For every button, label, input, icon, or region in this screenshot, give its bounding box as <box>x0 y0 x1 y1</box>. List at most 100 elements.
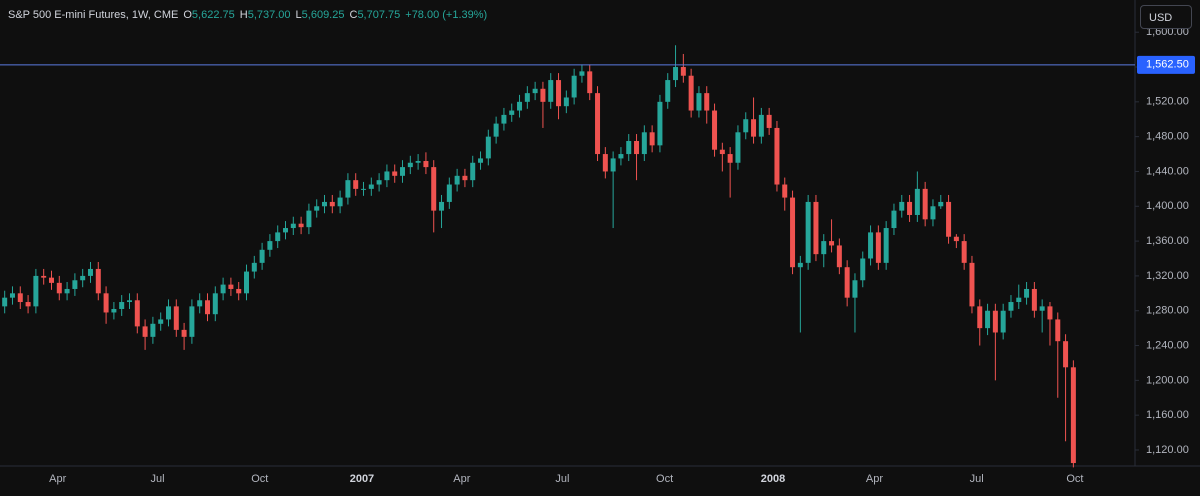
candle-body <box>540 88 546 102</box>
candle-body <box>72 280 78 289</box>
candle-body <box>80 275 86 281</box>
candle-body <box>493 123 499 137</box>
candle-body <box>743 119 749 133</box>
y-tick-label: 1,160.00 <box>1146 409 1189 421</box>
candle-body <box>618 154 624 159</box>
candle-body <box>361 188 367 190</box>
candle-body <box>883 228 889 263</box>
candle-body <box>688 75 694 111</box>
candle-body <box>446 184 452 202</box>
candle-body <box>111 308 117 313</box>
y-tick-label: 1,320.00 <box>1146 270 1189 282</box>
candle-body <box>33 275 39 307</box>
candle-body <box>251 262 257 272</box>
candle-body <box>64 288 70 294</box>
candle-body <box>181 329 187 337</box>
candle-body <box>563 97 569 107</box>
candle-body <box>470 162 476 181</box>
candle-body <box>712 110 718 150</box>
candle-body <box>946 201 952 237</box>
candle-body <box>673 67 679 81</box>
candle-body <box>41 275 47 278</box>
candle-body <box>1016 297 1022 303</box>
x-tick-label: Jul <box>151 473 165 485</box>
candle-body <box>1031 288 1037 311</box>
candle-body <box>228 284 234 289</box>
candle-body <box>9 293 15 298</box>
candle-body <box>571 75 577 98</box>
candle-body <box>992 310 998 333</box>
x-tick-label: Apr <box>453 473 470 485</box>
x-tick-label: Oct <box>251 473 268 485</box>
candle-body <box>1039 306 1045 311</box>
candle-body <box>189 306 195 337</box>
candle-body <box>2 297 8 307</box>
y-tick-label: 1,360.00 <box>1146 235 1189 247</box>
candle-body <box>961 241 967 263</box>
candle-body <box>548 80 554 102</box>
candle-body <box>634 141 640 155</box>
candle-body <box>587 71 593 94</box>
x-tick-label: Jul <box>555 473 569 485</box>
candle-body <box>524 93 530 102</box>
candle-body <box>735 132 741 163</box>
candle-body <box>462 175 468 181</box>
candle-body <box>275 232 281 242</box>
candle-body <box>766 114 772 128</box>
candle-body <box>220 284 226 294</box>
candle-body <box>322 201 328 207</box>
x-tick-label: Apr <box>49 473 66 485</box>
ohlc-label: L <box>295 9 302 21</box>
x-tick-label: 2008 <box>761 473 785 485</box>
candle-body <box>704 93 710 111</box>
candle-body <box>17 293 23 303</box>
candle-body <box>719 149 725 155</box>
y-tick-label: 1,280.00 <box>1146 305 1189 317</box>
y-tick-label: 1,240.00 <box>1146 339 1189 351</box>
candle-body <box>1000 310 1006 333</box>
candle-body <box>158 319 164 324</box>
candle-body <box>556 80 562 107</box>
x-tick-label: Oct <box>656 473 673 485</box>
candle-body <box>95 268 101 294</box>
ohlc-value: 5,622.75 <box>191 9 235 21</box>
candle-body <box>595 93 601 155</box>
x-tick-label: Oct <box>1066 473 1083 485</box>
ohlc-label: O <box>183 9 192 21</box>
candle-body <box>727 154 733 163</box>
currency-button[interactable]: USD <box>1140 5 1192 29</box>
price-label-box <box>1137 55 1195 74</box>
candle-body <box>985 310 991 329</box>
candle-body <box>813 201 819 255</box>
candle-body <box>844 267 850 298</box>
candle-body <box>48 277 54 283</box>
candle-body <box>1070 367 1076 464</box>
candle-body <box>259 249 265 263</box>
candle-body <box>875 232 881 263</box>
candle-body <box>922 188 928 220</box>
candle-body <box>501 114 507 124</box>
candle-body <box>751 119 757 137</box>
candle-body <box>485 136 491 159</box>
ohlc-label: H <box>239 9 248 21</box>
candle-body <box>244 271 250 294</box>
candle-body <box>1063 341 1069 368</box>
candle-body <box>899 201 905 211</box>
candle-body <box>165 306 171 320</box>
candle-body <box>1008 302 1014 311</box>
candle-body <box>641 132 647 155</box>
candle-body <box>649 132 655 146</box>
candle-body <box>400 167 406 176</box>
candle-body <box>454 175 460 185</box>
y-tick-label: 1,400.00 <box>1146 200 1189 212</box>
candle-body <box>829 241 835 246</box>
candle-body <box>290 223 296 229</box>
candle-body <box>376 180 382 185</box>
candle-body <box>696 93 702 111</box>
y-tick-label: 1,600.00 <box>1146 26 1189 38</box>
candle-body <box>790 197 796 268</box>
candle-body <box>212 293 218 315</box>
candle-body <box>337 197 343 207</box>
change: +78.00 (+1.39%) <box>405 9 488 21</box>
